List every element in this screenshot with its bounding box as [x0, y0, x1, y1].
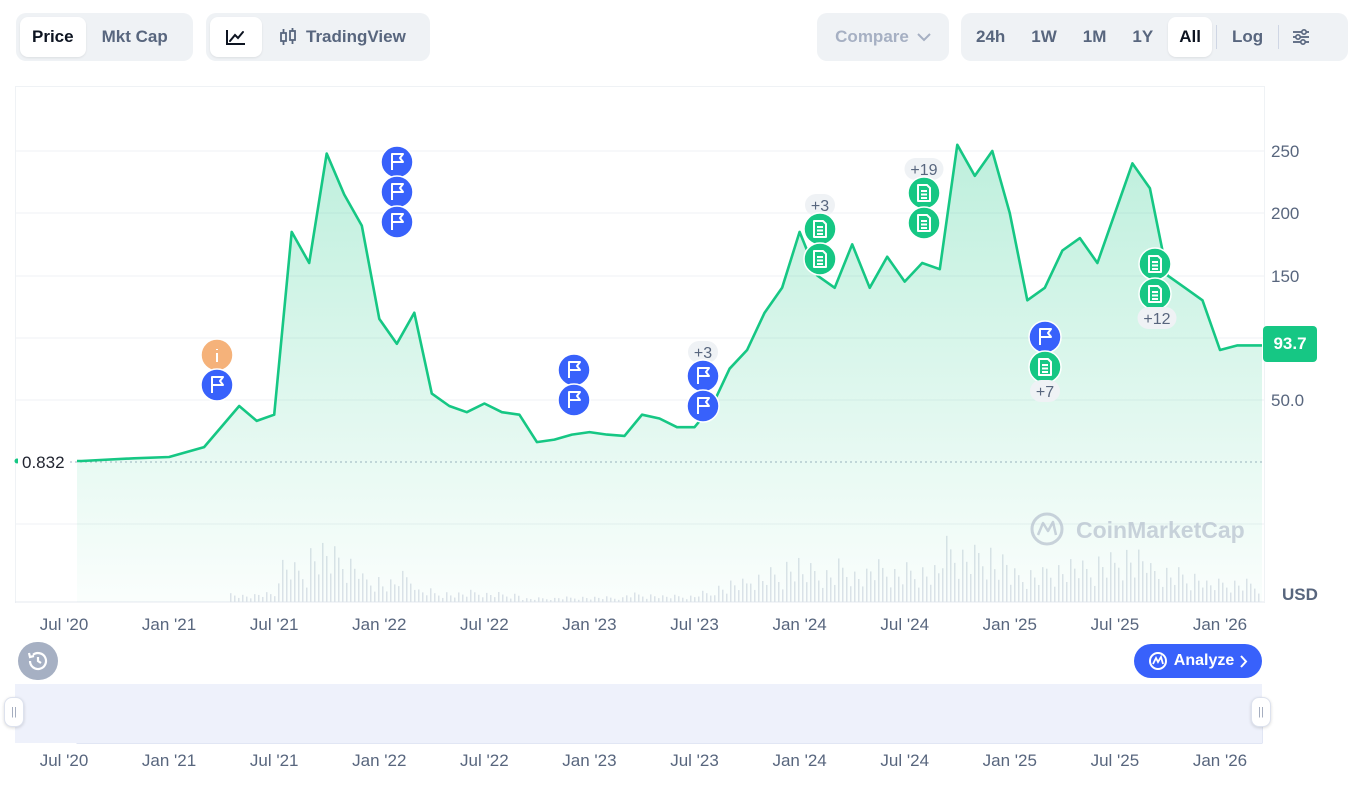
chart-view-toggle: TradingView — [206, 13, 430, 61]
chart-frame[interactable] — [15, 86, 1265, 603]
navigator-tick-label: Jul '22 — [460, 751, 509, 770]
x-tick-label: Jul '20 — [39, 615, 89, 634]
chart-type-toggle: Price Mkt Cap — [16, 13, 193, 61]
history-button[interactable] — [18, 642, 58, 680]
x-tick-label: Jan '21 — [141, 615, 197, 634]
settings-button[interactable] — [1283, 17, 1319, 57]
x-tick-label: Jul '22 — [460, 615, 509, 634]
x-tick-label: Jan '23 — [562, 615, 617, 634]
navigator-tick-label: Jan '26 — [1192, 751, 1248, 770]
divider — [1278, 25, 1280, 49]
log-scale-toggle[interactable]: Log — [1231, 27, 1264, 46]
navigator-tick-label: Jul '23 — [670, 751, 719, 770]
navigator-tick-label: Jan '25 — [982, 751, 1037, 770]
compare-dropdown[interactable]: Compare — [817, 13, 949, 61]
navigator-tick-label: Jan '21 — [141, 751, 197, 770]
line-chart-icon — [226, 30, 245, 45]
range-1m[interactable]: 1M — [1082, 27, 1107, 46]
x-tick-label: Jul '23 — [670, 615, 719, 634]
navigator-tick-label: Jan '24 — [772, 751, 827, 770]
coinmarketcap-logo-icon — [1148, 652, 1167, 670]
navigator-tick-label: Jul '24 — [880, 751, 930, 770]
x-tick-label: Jul '25 — [1090, 615, 1140, 634]
x-tick-label: Jan '24 — [772, 615, 827, 634]
range-1w[interactable]: 1W — [1031, 27, 1057, 46]
navigator-right-handle[interactable]: || — [1251, 697, 1271, 727]
x-tick-label: Jul '21 — [249, 615, 299, 634]
line-chart-button[interactable] — [210, 17, 262, 57]
x-tick-label: Jan '25 — [982, 615, 1037, 634]
x-tick-label: Jan '26 — [1192, 615, 1248, 634]
x-tick-label: Jan '22 — [352, 615, 407, 634]
currency-label: USD — [1282, 585, 1318, 604]
divider — [1215, 25, 1217, 49]
navigator-tick-label: Jul '21 — [249, 751, 299, 770]
navigator-tick-label: Jan '22 — [352, 751, 407, 770]
analyze-label: Analyze — [1173, 652, 1235, 669]
y-tick-label: 50.0 — [1271, 391, 1305, 410]
y-tick-label: 250 — [1271, 142, 1300, 161]
y-tick-label: 150 — [1271, 267, 1300, 286]
navigator-tick-label: Jan '23 — [562, 751, 617, 770]
start-price-label: 0.832 — [18, 453, 69, 473]
tradingview-label: TradingView — [306, 27, 406, 46]
chevron-right-icon — [1240, 654, 1248, 668]
compare-label: Compare — [835, 27, 909, 46]
x-tick-label: Jul '24 — [880, 615, 930, 634]
navigator-left-handle[interactable]: || — [4, 697, 24, 727]
range-1y[interactable]: 1Y — [1132, 27, 1154, 46]
market-cap-tab[interactable]: Mkt Cap — [101, 27, 168, 46]
y-tick-label: 200 — [1271, 204, 1300, 223]
range-24h[interactable]: 24h — [976, 27, 1006, 46]
range-navigator[interactable] — [15, 684, 1262, 743]
navigator-tick-label: Jul '25 — [1090, 751, 1140, 770]
time-range-toggle: 24h 1W 1M 1Y All Log — [961, 13, 1348, 61]
tradingview-button[interactable]: TradingView — [266, 17, 418, 57]
analyze-button[interactable]: Analyze — [1134, 644, 1262, 678]
sliders-icon — [1293, 28, 1310, 46]
chevron-down-icon — [917, 32, 931, 41]
price-tab[interactable]: Price — [20, 17, 86, 57]
candlestick-icon — [280, 28, 296, 45]
history-icon — [27, 651, 48, 671]
range-all[interactable]: All — [1168, 17, 1212, 57]
current-price-tag: 93.7 — [1263, 326, 1317, 362]
navigator-tick-label: Jul '20 — [39, 751, 89, 770]
